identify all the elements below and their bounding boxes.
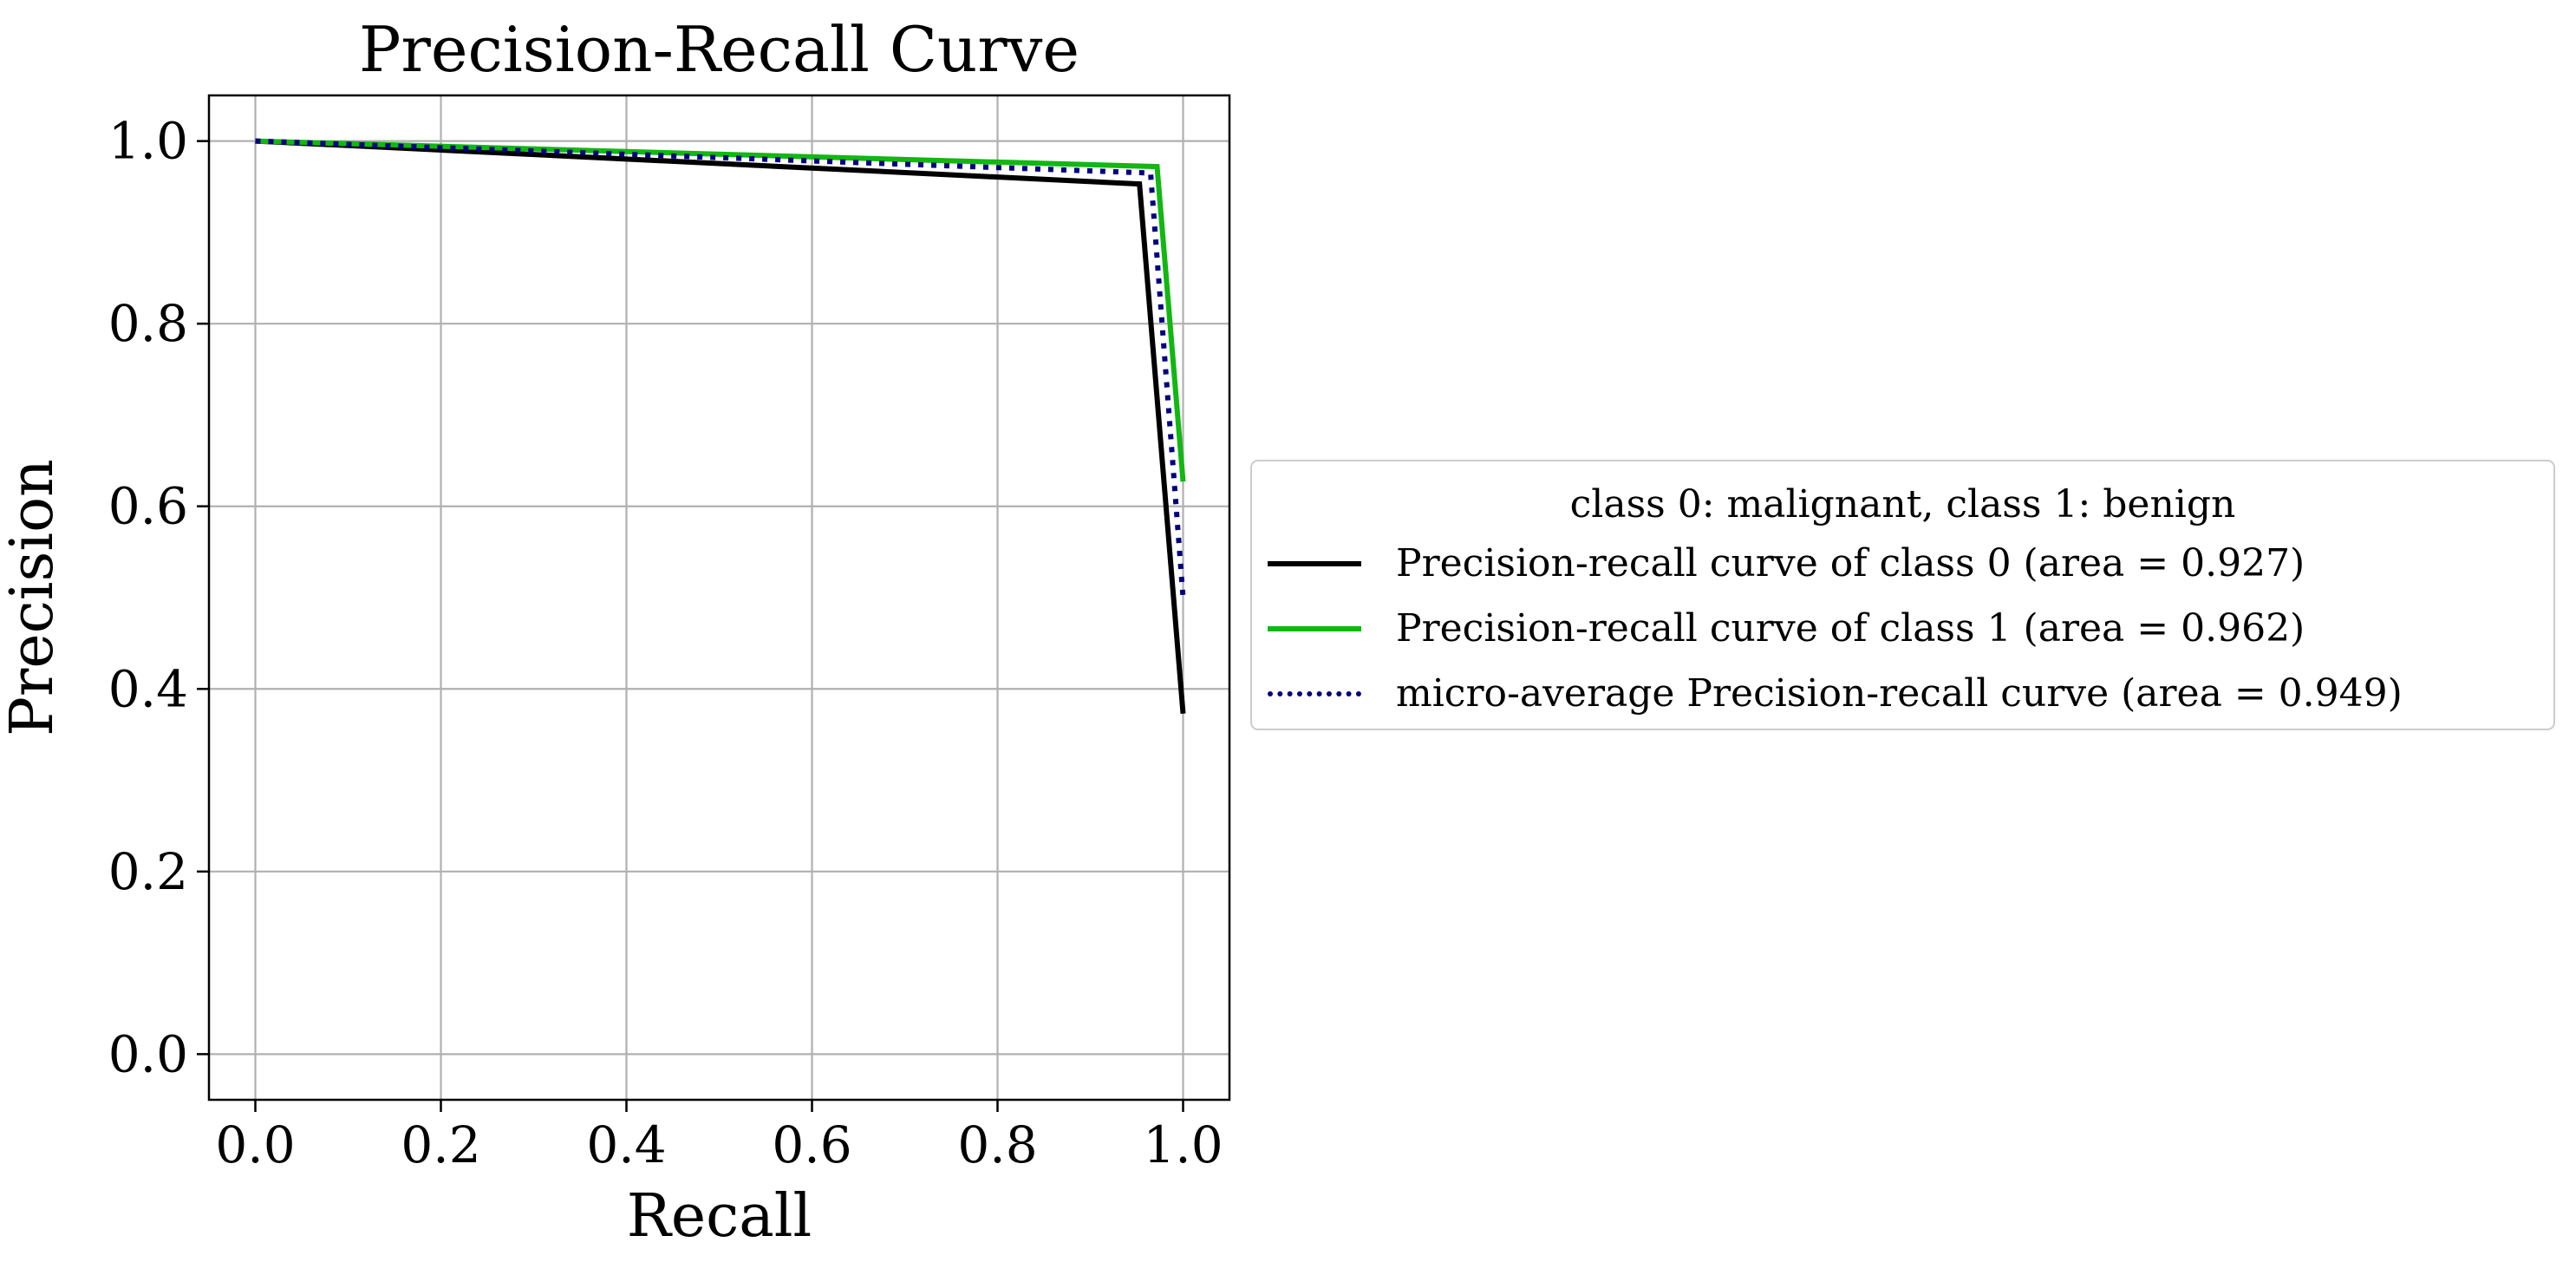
legend-swatch-class-0 xyxy=(1268,561,1361,566)
x-axis-label: Recall xyxy=(627,1182,812,1251)
x-tick-label: 0.8 xyxy=(957,1115,1037,1174)
legend-entry-class-1: Precision-recall curve of class 1 (area … xyxy=(1268,603,2305,655)
plot-frame xyxy=(207,94,1231,1102)
y-tick-label: 0.6 xyxy=(108,477,188,536)
axis-ticks: 0.0 0.2 0.4 0.6 0.8 1.0 0.0 0.2 0.4 0.6 0.8 1.0 xyxy=(108,112,1223,1174)
series-line-2 xyxy=(255,138,1186,598)
y-tick-label: 0.2 xyxy=(108,842,188,901)
x-tick-label: 0.2 xyxy=(401,1115,480,1174)
legend-entry-micro-average: micro-average Precision-recall curve (ar… xyxy=(1268,668,2403,720)
legend-label-micro-average: micro-average Precision-recall curve (ar… xyxy=(1396,671,2403,716)
y-tick-label: 0.8 xyxy=(108,294,188,353)
x-tick-label: 0.6 xyxy=(772,1115,851,1174)
y-tick-label: 0.0 xyxy=(108,1024,188,1083)
y-tick-label: 0.4 xyxy=(108,659,188,718)
x-tick-label: 1.0 xyxy=(1143,1115,1223,1174)
grid-lines xyxy=(209,95,1229,1100)
x-tick-label: 0.4 xyxy=(586,1115,666,1174)
legend-swatch-class-1 xyxy=(1268,626,1361,631)
series-line-1 xyxy=(255,138,1186,482)
legend-label-class-1: Precision-recall curve of class 1 (area … xyxy=(1396,606,2305,651)
series-line-0 xyxy=(255,138,1186,714)
x-tick-label: 0.0 xyxy=(215,1115,295,1174)
legend-title: class 0: malignant, class 1: benign xyxy=(1569,482,2236,526)
y-tick-label: 1.0 xyxy=(108,112,188,171)
legend-swatch-micro-average xyxy=(1268,691,1361,696)
series-lines xyxy=(255,138,1186,714)
legend: class 0: malignant, class 1: benign Prec… xyxy=(1250,460,2555,730)
chart-title: Precision-Recall Curve xyxy=(359,13,1079,86)
legend-label-class-0: Precision-recall curve of class 0 (area … xyxy=(1396,541,2305,585)
y-axis-label: Precision xyxy=(0,459,67,736)
legend-entry-class-0: Precision-recall curve of class 0 (area … xyxy=(1268,538,2305,590)
